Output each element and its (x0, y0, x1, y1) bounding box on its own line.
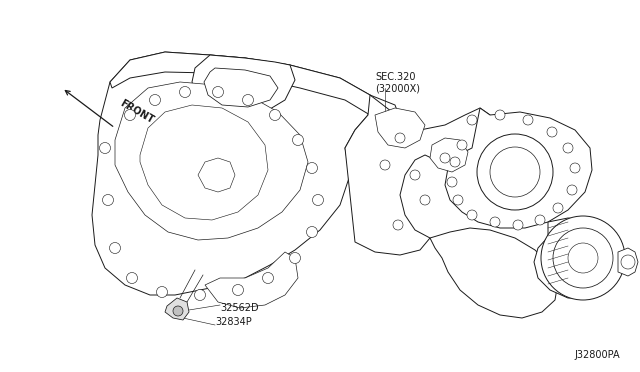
Circle shape (380, 160, 390, 170)
Circle shape (420, 195, 430, 205)
Circle shape (232, 285, 243, 295)
Circle shape (195, 289, 205, 301)
Circle shape (450, 157, 460, 167)
Circle shape (312, 195, 323, 205)
Circle shape (395, 133, 405, 143)
Polygon shape (430, 138, 468, 172)
Circle shape (99, 142, 111, 154)
Circle shape (307, 163, 317, 173)
Polygon shape (375, 108, 425, 148)
Circle shape (568, 243, 598, 273)
Circle shape (457, 140, 467, 150)
Circle shape (523, 115, 533, 125)
Circle shape (440, 153, 450, 163)
Polygon shape (110, 52, 400, 128)
Circle shape (127, 273, 138, 283)
Polygon shape (204, 68, 278, 107)
Text: SEC.320
(32000X): SEC.320 (32000X) (375, 72, 420, 94)
Circle shape (467, 210, 477, 220)
Circle shape (150, 94, 161, 106)
Circle shape (567, 185, 577, 195)
Polygon shape (445, 108, 592, 228)
Polygon shape (618, 248, 638, 276)
Circle shape (513, 220, 523, 230)
Circle shape (553, 228, 613, 288)
Circle shape (212, 87, 223, 97)
Circle shape (102, 195, 113, 205)
Circle shape (157, 286, 168, 298)
Polygon shape (92, 52, 370, 295)
Polygon shape (534, 218, 622, 298)
Circle shape (109, 243, 120, 253)
Circle shape (490, 217, 500, 227)
Circle shape (262, 273, 273, 283)
Polygon shape (115, 82, 308, 240)
Text: 32834P: 32834P (215, 317, 252, 327)
Circle shape (307, 227, 317, 237)
Polygon shape (205, 252, 298, 308)
Circle shape (292, 135, 303, 145)
Polygon shape (430, 228, 558, 318)
Text: J32800PA: J32800PA (574, 350, 620, 360)
Circle shape (289, 253, 301, 263)
Circle shape (490, 147, 540, 197)
Circle shape (447, 177, 457, 187)
Text: FRONT: FRONT (118, 98, 156, 125)
Circle shape (393, 220, 403, 230)
Circle shape (477, 134, 553, 210)
Polygon shape (345, 95, 498, 255)
Circle shape (125, 109, 136, 121)
Circle shape (410, 170, 420, 180)
Text: 32562D: 32562D (220, 303, 259, 313)
Circle shape (547, 127, 557, 137)
Circle shape (467, 115, 477, 125)
Polygon shape (192, 55, 295, 115)
Circle shape (453, 195, 463, 205)
Circle shape (495, 110, 505, 120)
Circle shape (621, 255, 635, 269)
Circle shape (179, 87, 191, 97)
Circle shape (553, 203, 563, 213)
Circle shape (269, 109, 280, 121)
Polygon shape (165, 298, 189, 320)
Circle shape (243, 94, 253, 106)
Circle shape (570, 163, 580, 173)
Circle shape (541, 216, 625, 300)
Circle shape (173, 306, 183, 316)
Circle shape (535, 215, 545, 225)
Circle shape (563, 143, 573, 153)
